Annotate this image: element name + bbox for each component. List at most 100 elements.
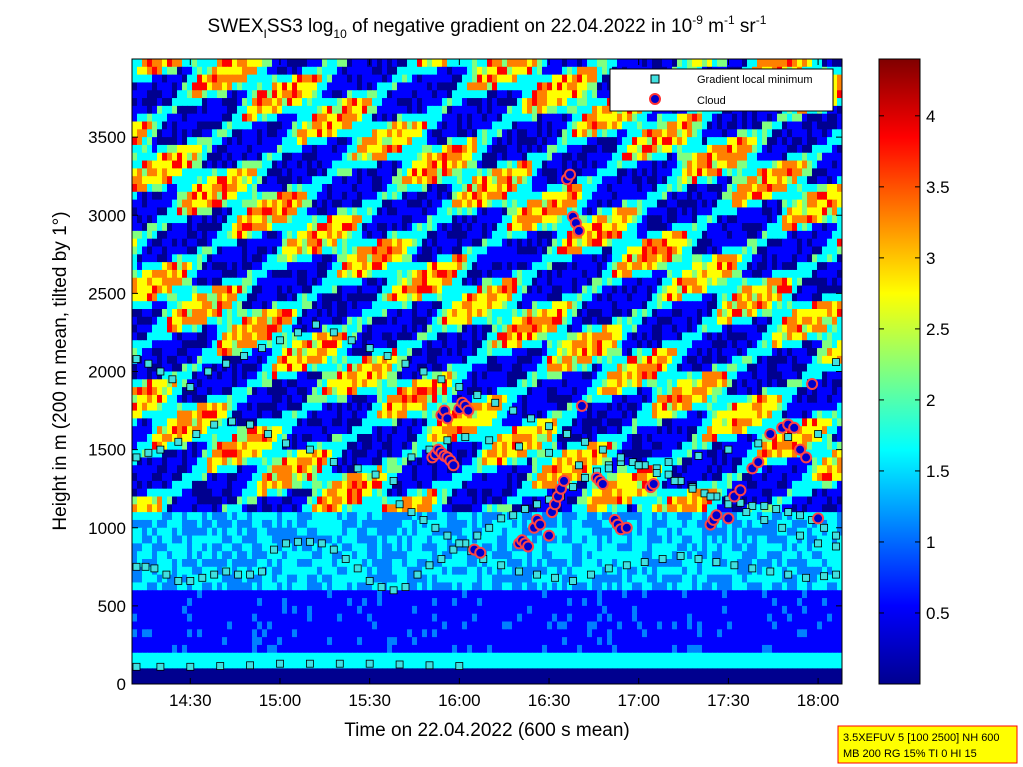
heatmap-cell [292, 74, 298, 84]
heatmap-cell [272, 230, 278, 240]
heatmap-cell [152, 74, 158, 84]
heatmap-cell [182, 293, 188, 302]
heatmap-cell [462, 269, 468, 279]
heatmap-cell [822, 59, 828, 68]
heatmap-cell [277, 129, 283, 138]
heatmap-cell [632, 316, 638, 326]
heatmap-cell [287, 113, 293, 123]
heatmap-cell [252, 262, 258, 271]
heatmap-cell [192, 105, 198, 115]
heatmap-cell [817, 309, 823, 318]
heatmap-cell [802, 285, 808, 294]
heatmap-cell [327, 105, 333, 115]
heatmap-cell [727, 59, 733, 68]
heatmap-cell [487, 246, 493, 255]
heatmap-cell [337, 285, 343, 294]
heatmap-cell [132, 98, 138, 107]
heatmap-cell [227, 269, 233, 279]
heatmap-cell [637, 316, 643, 326]
heatmap-cell [822, 254, 828, 263]
heatmap-cell [522, 105, 528, 115]
heatmap-cell [512, 152, 518, 162]
heatmap-cell [547, 246, 553, 255]
heatmap-cell [782, 277, 788, 287]
heatmap-cell [387, 121, 393, 130]
heatmap-cell [552, 160, 558, 169]
heatmap-cell [217, 309, 223, 318]
heatmap-cell [432, 113, 438, 123]
heatmap-cell [542, 191, 548, 201]
heatmap-cell [532, 199, 538, 209]
heatmap-cell [492, 82, 498, 91]
heatmap-cell [507, 152, 513, 162]
heatmap-cell [807, 285, 813, 294]
heatmap-cell [667, 176, 673, 185]
heatmap-cell [322, 113, 328, 123]
heatmap-cell [812, 238, 818, 248]
heatmap-cell [492, 207, 498, 216]
heatmap-cell [257, 144, 263, 154]
heatmap-cell [357, 262, 363, 271]
heatmap-cell [382, 254, 388, 263]
heatmap-cell [507, 66, 513, 76]
heatmap-cell [757, 269, 763, 279]
heatmap-cell [542, 98, 548, 107]
heatmap-cell [707, 254, 713, 263]
heatmap-cell [817, 144, 823, 154]
heatmap-cell [537, 66, 543, 76]
heatmap-cell [532, 246, 538, 255]
heatmap-cell [757, 238, 763, 248]
heatmap-cell [762, 215, 768, 224]
heatmap-cell [177, 144, 183, 154]
heatmap-cell [217, 285, 223, 294]
heatmap-cell [292, 137, 298, 146]
heatmap-cell [317, 59, 323, 68]
heatmap-cell [457, 184, 463, 193]
heatmap-cell [487, 238, 493, 248]
heatmap-cell [247, 316, 253, 326]
heatmap-cell [787, 223, 793, 232]
heatmap-cell [802, 230, 808, 240]
heatmap-cell [172, 144, 178, 154]
heatmap-cell [587, 269, 593, 279]
heatmap-cell [202, 137, 208, 146]
heatmap-cell [592, 199, 598, 209]
heatmap-cell [412, 160, 418, 169]
heatmap-cell [732, 293, 738, 302]
heatmap-cell [622, 207, 628, 216]
heatmap-cell [432, 59, 438, 68]
heatmap-cell [397, 121, 403, 130]
heatmap-cell [687, 113, 693, 123]
heatmap-cell [347, 137, 353, 146]
heatmap-cell [742, 184, 748, 193]
heatmap-cell [667, 269, 673, 279]
heatmap-cell [252, 324, 258, 334]
heatmap-cell [617, 129, 623, 138]
heatmap-cell [382, 309, 388, 318]
heatmap-cell [347, 215, 353, 224]
heatmap-cell [682, 199, 688, 209]
heatmap-cell [787, 184, 793, 193]
heatmap-cell [487, 105, 493, 115]
heatmap-cell [637, 238, 643, 248]
heatmap-cell [552, 238, 558, 248]
heatmap-cell [342, 238, 348, 248]
heatmap-cell [302, 301, 308, 310]
heatmap-cell [477, 293, 483, 302]
heatmap-cell [262, 90, 268, 99]
heatmap-cell [452, 269, 458, 279]
heatmap-cell [482, 176, 488, 185]
heatmap-cell [712, 262, 718, 271]
heatmap-cell [292, 277, 298, 287]
heatmap-cell [757, 144, 763, 154]
heatmap-cell [492, 246, 498, 255]
heatmap-cell [712, 309, 718, 318]
heatmap-cell [252, 137, 258, 146]
heatmap-cell [327, 262, 333, 271]
heatmap-cell [567, 223, 573, 232]
heatmap-cell [157, 184, 163, 193]
heatmap-cell [207, 293, 213, 302]
heatmap-cell [722, 199, 728, 209]
heatmap-cell [687, 207, 693, 216]
heatmap-cell [302, 176, 308, 185]
